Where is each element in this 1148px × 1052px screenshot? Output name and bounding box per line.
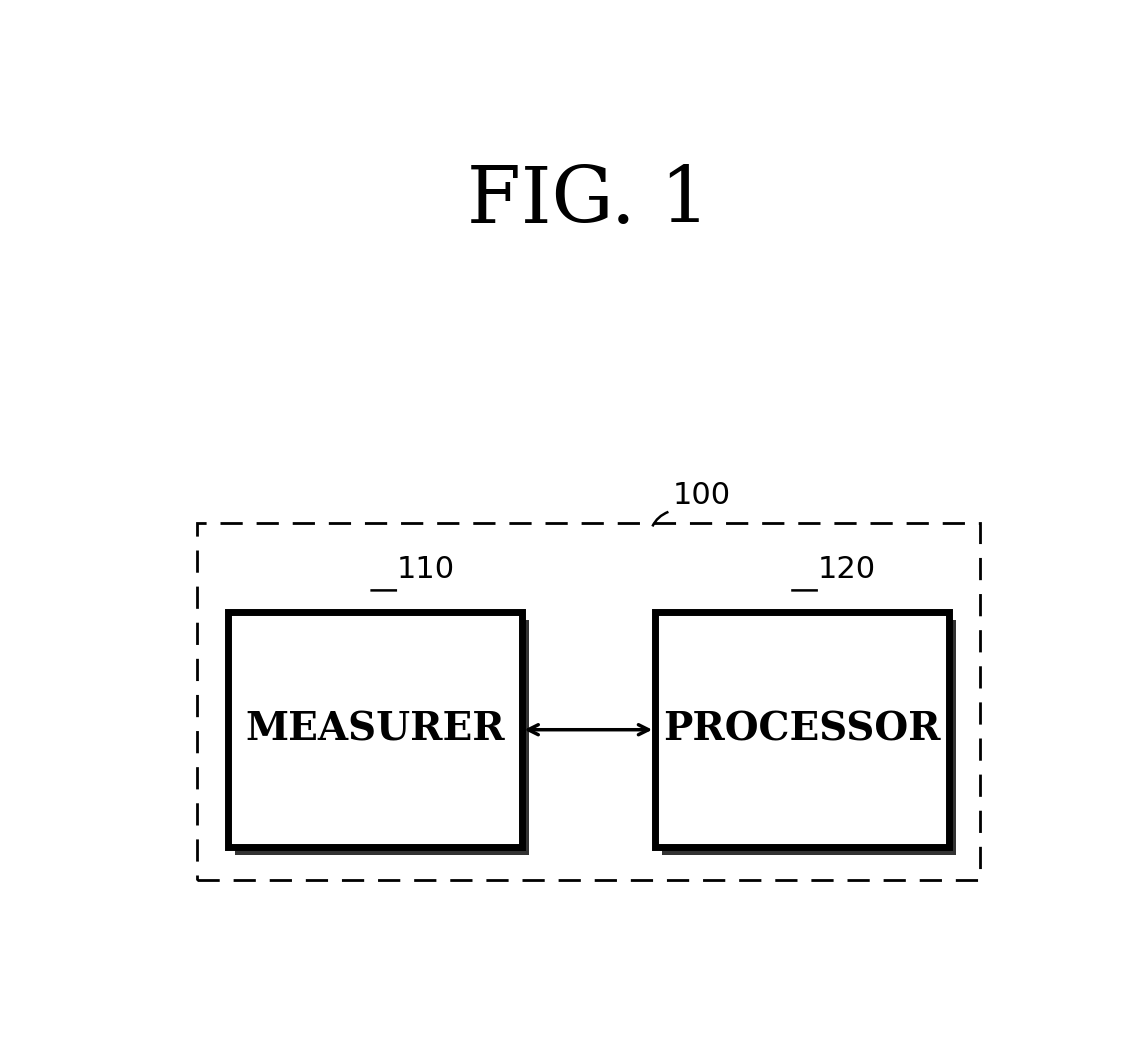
Bar — [235, 621, 529, 855]
Text: 120: 120 — [817, 554, 876, 584]
Text: FIG. 1: FIG. 1 — [467, 163, 709, 239]
Bar — [656, 612, 948, 847]
Text: 110: 110 — [397, 554, 456, 584]
Text: PROCESSOR: PROCESSOR — [664, 711, 940, 749]
Text: 100: 100 — [673, 481, 731, 510]
Bar — [197, 523, 980, 879]
Bar — [228, 612, 521, 847]
Bar — [662, 621, 956, 855]
Text: MEASURER: MEASURER — [245, 711, 505, 749]
